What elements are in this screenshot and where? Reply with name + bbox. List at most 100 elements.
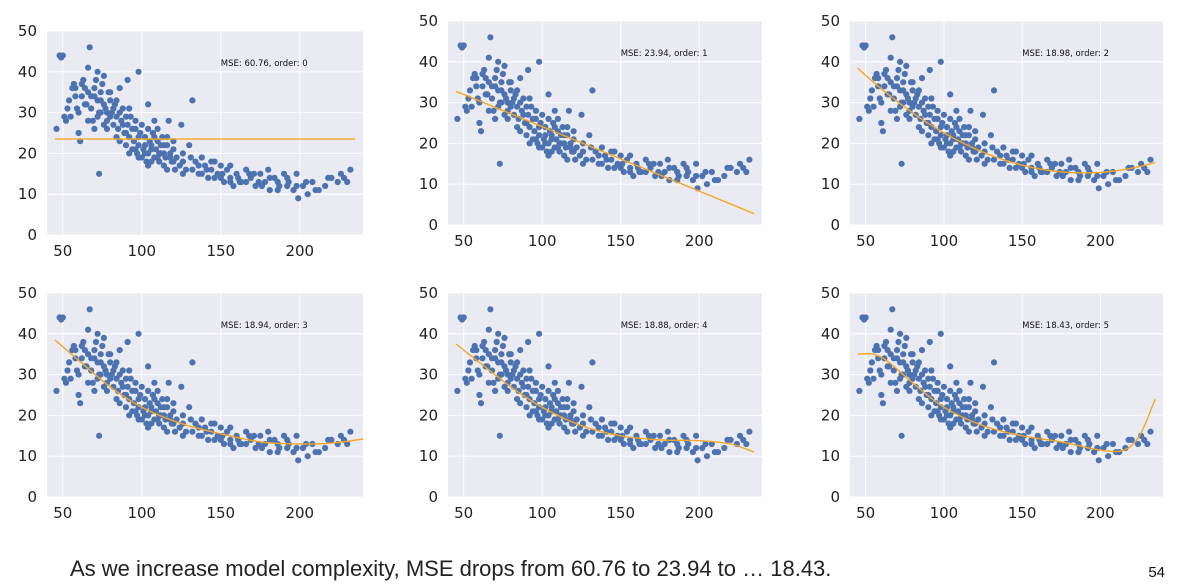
- data-point: [1122, 172, 1129, 180]
- data-point: [66, 359, 73, 366]
- data-point: [559, 124, 566, 131]
- fit-curve: [455, 343, 755, 453]
- data-point: [492, 75, 499, 82]
- data-point: [179, 432, 186, 439]
- data-point: [454, 115, 461, 122]
- data-point: [972, 128, 979, 135]
- data-point: [545, 115, 552, 122]
- data-point: [473, 75, 480, 82]
- data-point: [928, 140, 935, 147]
- data-point: [918, 347, 926, 354]
- data-point: [929, 375, 937, 382]
- data-point: [693, 160, 700, 167]
- chart-panel: 0 10 20 30 40 50 50 100 150 200 MSE: 23.94, order:…: [419, 12, 762, 250]
- data-point: [110, 121, 117, 128]
- data-point: [476, 371, 483, 378]
- data-point: [554, 387, 562, 394]
- data-point: [1138, 432, 1145, 439]
- data-point: [542, 396, 549, 403]
- data-point: [165, 117, 172, 124]
- data-point: [526, 412, 533, 419]
- y-tick-label: 20: [419, 134, 438, 152]
- data-point: [542, 132, 549, 139]
- data-point: [892, 379, 899, 386]
- data-point: [97, 351, 104, 358]
- data-point: [507, 79, 514, 86]
- data-point: [312, 449, 319, 456]
- data-point: [545, 387, 552, 394]
- data-point: [870, 103, 877, 110]
- data-point: [862, 42, 869, 49]
- data-point: [499, 342, 506, 350]
- data-point: [1084, 164, 1091, 171]
- data-point: [528, 103, 535, 110]
- data-point: [875, 347, 882, 354]
- data-point: [493, 338, 500, 346]
- data-point: [922, 111, 929, 118]
- data-point: [119, 121, 126, 128]
- data-point: [246, 432, 253, 439]
- data-point: [962, 132, 969, 139]
- data-point: [127, 113, 134, 120]
- data-point: [504, 387, 511, 394]
- data-point: [135, 68, 142, 75]
- data-point: [179, 150, 186, 157]
- data-point: [116, 109, 123, 116]
- data-point: [293, 444, 300, 452]
- x-tick-label: 100: [528, 504, 557, 522]
- data-point: [160, 142, 167, 149]
- data-point: [122, 375, 130, 382]
- data-point: [1028, 152, 1035, 159]
- data-point: [721, 444, 728, 452]
- data-point: [627, 152, 634, 159]
- data-point: [523, 103, 530, 110]
- data-point: [554, 416, 562, 423]
- data-point: [934, 107, 941, 114]
- data-point: [1044, 440, 1051, 448]
- data-point: [589, 359, 596, 366]
- data-point: [743, 168, 750, 176]
- data-point: [1067, 449, 1074, 456]
- data-point: [997, 424, 1004, 431]
- y-tick-label: 50: [18, 284, 37, 302]
- data-point: [322, 444, 329, 452]
- data-point: [517, 75, 524, 82]
- data-point: [154, 387, 161, 394]
- y-tick-label: 50: [18, 22, 37, 40]
- data-point: [75, 391, 82, 399]
- data-point: [564, 396, 571, 403]
- y-tick-label: 30: [821, 94, 840, 112]
- y-tick-label: 10: [18, 447, 37, 465]
- data-point: [81, 101, 88, 108]
- data-point: [703, 453, 711, 460]
- data-point: [523, 132, 530, 139]
- mse-annotation: MSE: 18.98, order: 2: [1022, 49, 1109, 59]
- data-point: [473, 83, 480, 90]
- data-point: [579, 148, 587, 155]
- data-point: [86, 306, 93, 313]
- data-point: [337, 432, 344, 439]
- data-point: [915, 359, 923, 366]
- data-point: [78, 93, 85, 100]
- data-point: [498, 99, 505, 106]
- data-point: [116, 371, 123, 378]
- data-point: [1109, 440, 1116, 448]
- data-point: [909, 359, 916, 366]
- data-point: [526, 140, 533, 147]
- x-tick-label: 50: [454, 504, 473, 522]
- data-point: [159, 396, 166, 403]
- data-point: [1019, 152, 1026, 159]
- data-point: [97, 109, 104, 116]
- data-point: [683, 172, 690, 180]
- x-tick-label: 150: [606, 504, 635, 522]
- data-point: [1009, 148, 1016, 155]
- data-point: [170, 408, 177, 415]
- data-point: [554, 144, 562, 151]
- data-point: [619, 160, 626, 167]
- data-point: [967, 107, 974, 114]
- y-tick-label: 10: [821, 175, 840, 193]
- data-point: [906, 115, 913, 122]
- data-point: [1009, 156, 1016, 163]
- data-point: [154, 154, 161, 161]
